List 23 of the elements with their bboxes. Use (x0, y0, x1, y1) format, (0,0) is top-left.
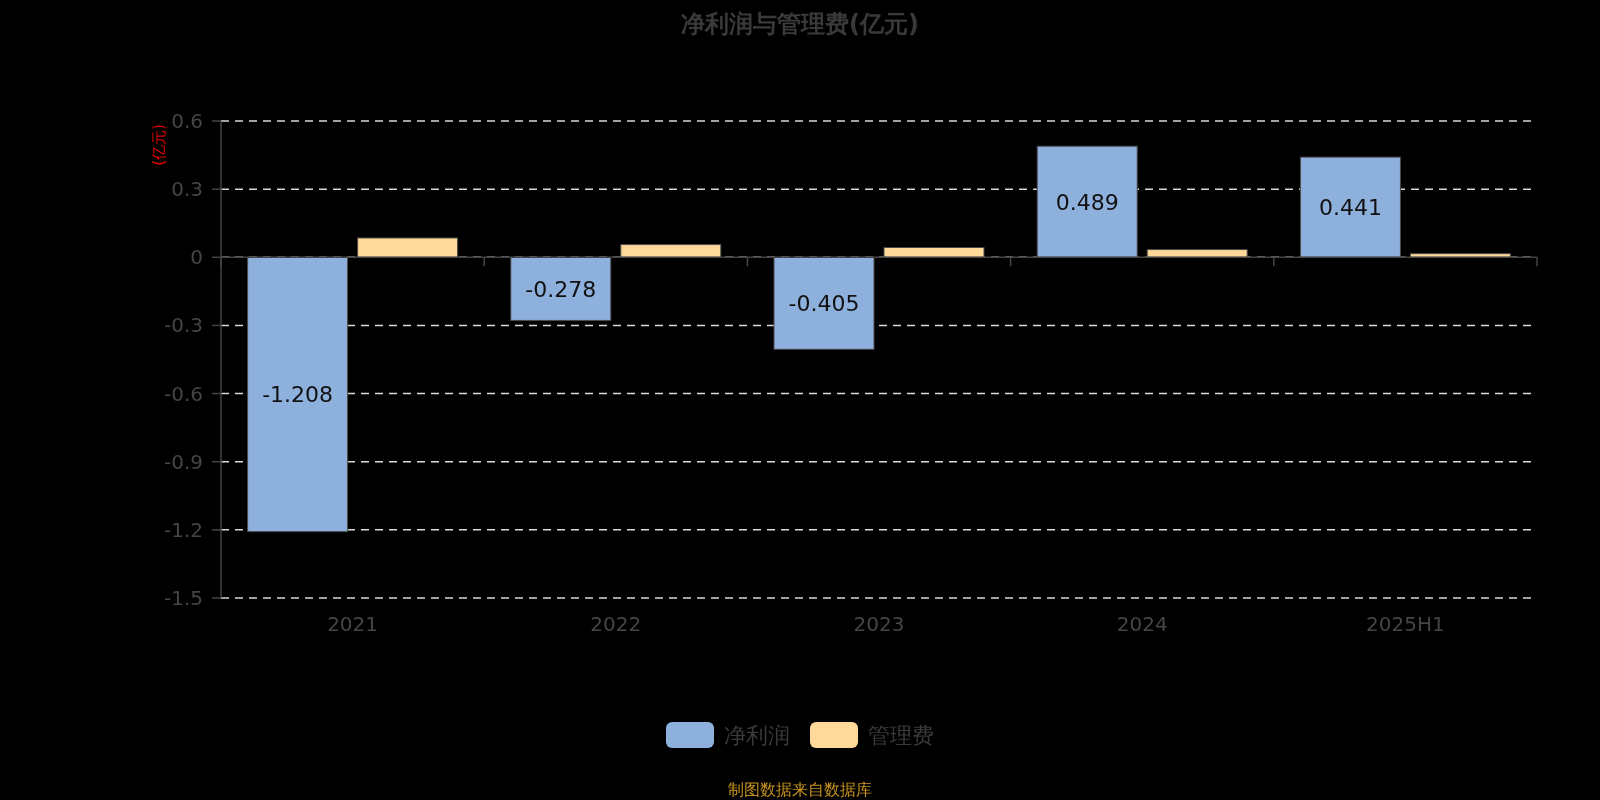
x-tick-label: 2022 (590, 612, 642, 636)
y-axis-title: (亿元) (150, 124, 168, 166)
data-label: -0.278 (525, 276, 597, 302)
x-tick-label: 2024 (1116, 612, 1168, 636)
y-tick-label: -1.2 (163, 517, 203, 542)
y-tick-label: -1.5 (163, 586, 203, 610)
chart-title: 净利润与管理费(亿元) (681, 10, 919, 38)
data-label: -1.208 (262, 381, 334, 407)
y-tick-label: -0.9 (163, 449, 203, 474)
y-tick-label: -0.3 (163, 313, 203, 338)
data-label: 0.441 (1318, 194, 1382, 220)
data-label: 0.489 (1055, 189, 1119, 215)
text: 制图数据来自数据库 (728, 779, 872, 799)
legend-label: 管理费 (868, 722, 934, 748)
data-label: -0.405 (788, 290, 860, 316)
y-tick-label: -0.6 (163, 381, 203, 406)
legend-label: 净利润 (724, 722, 790, 748)
y-tick-label: 0 (190, 245, 203, 270)
y-tick-label: 0.6 (171, 109, 203, 133)
x-tick-label: 2021 (327, 612, 379, 636)
x-tick-label: 2023 (853, 612, 905, 636)
y-tick-label: 0.3 (171, 177, 203, 202)
x-tick-label: 2025H1 (1366, 612, 1445, 636)
